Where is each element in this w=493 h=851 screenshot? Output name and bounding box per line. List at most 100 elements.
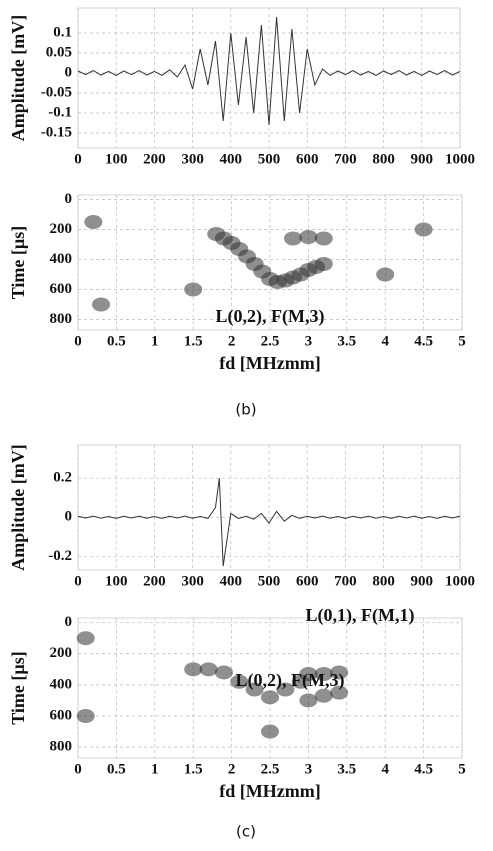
x-tick-label: 500	[258, 573, 281, 589]
x-tick-label: 2	[228, 761, 236, 777]
y-axis-label: Time [µs]	[8, 651, 28, 725]
x-tick-label: 800	[372, 573, 395, 589]
x-tick-label: 4.5	[414, 333, 433, 349]
x-tick-label: 1	[151, 333, 159, 349]
y-axis-label: Amplitude [mV]	[8, 444, 28, 571]
x-tick-label: 3.5	[337, 761, 356, 777]
energy-blob	[414, 222, 433, 237]
x-tick-label: 4.5	[414, 761, 433, 777]
x-tick-label: 300	[181, 573, 204, 589]
x-tick-label: 4	[381, 761, 389, 777]
y-tick-label: 600	[50, 281, 73, 297]
energy-blob	[184, 282, 203, 297]
energy-blob	[214, 665, 233, 680]
energy-blob	[299, 693, 318, 708]
x-tick-label: 3.5	[337, 333, 356, 349]
y-tick-label: -0.05	[41, 84, 72, 100]
signal-line	[77, 478, 461, 567]
annotation: L(0,2), F(M,3)	[236, 670, 345, 691]
x-tick-label: 3	[305, 333, 313, 349]
x-tick-label: 4	[381, 333, 389, 349]
y-axis-label: Amplitude [mV]	[8, 15, 28, 142]
x-tick-label: 2	[228, 333, 236, 349]
x-tick-label: 600	[296, 151, 319, 167]
energy-blob	[330, 665, 349, 680]
x-tick-label: 0.5	[107, 333, 126, 349]
y-tick-label: 0	[65, 614, 73, 630]
energy-blob	[76, 631, 95, 646]
y-tick-label: 400	[50, 251, 73, 267]
x-tick-label: 100	[105, 151, 128, 167]
y-tick-label: 0.05	[46, 44, 72, 60]
energy-blob	[261, 724, 279, 739]
signal-line	[77, 16, 461, 126]
energy-blob	[376, 267, 395, 282]
y-tick-label: 0	[65, 64, 73, 80]
x-tick-label: 700	[334, 151, 357, 167]
energy-blob	[261, 690, 279, 705]
x-tick-label: 0	[74, 151, 82, 167]
y-tick-label: 800	[50, 311, 73, 327]
x-tick-label: 200	[143, 573, 166, 589]
energy-blob	[76, 709, 95, 723]
x-tick-label: 900	[411, 151, 434, 167]
x-axis-label: fd [MHzmm]	[219, 781, 320, 801]
energy-blob	[314, 688, 333, 703]
y-tick-label: 0.1	[53, 24, 72, 40]
energy-blob	[92, 297, 111, 312]
x-tick-label: 1.5	[184, 333, 203, 349]
energy-blob	[314, 257, 333, 271]
x-tick-label: 5	[458, 333, 466, 349]
y-tick-label: -0.15	[41, 124, 72, 140]
energy-blob	[314, 231, 333, 246]
energy-blob	[245, 682, 264, 697]
x-tick-label: 1.5	[184, 761, 203, 777]
y-tick-label: -0.2	[48, 548, 72, 564]
annotation: L(0,1), F(M,1)	[306, 605, 415, 626]
x-tick-label: 400	[220, 151, 243, 167]
x-tick-label: 300	[181, 151, 204, 167]
energy-blob	[184, 662, 203, 677]
energy-blob	[84, 215, 103, 229]
x-tick-label: 600	[296, 573, 319, 589]
x-axis-label: fd [MHzmm]	[219, 353, 320, 373]
y-tick-label: 400	[50, 676, 73, 692]
y-tick-label: 0	[65, 191, 73, 207]
x-tick-label: 900	[411, 573, 434, 589]
energy-blob	[284, 231, 303, 246]
x-tick-label: 0	[74, 573, 82, 589]
energy-blob	[299, 667, 318, 681]
x-tick-label: 1	[151, 761, 159, 777]
x-tick-label: 0.5	[107, 761, 126, 777]
y-tick-label: 0	[65, 509, 73, 525]
x-tick-label: 500	[258, 151, 281, 167]
x-tick-label: 1000	[445, 151, 475, 167]
x-tick-label: 400	[220, 573, 243, 589]
caption: (b)	[235, 401, 256, 419]
energy-blob	[276, 682, 295, 697]
x-tick-label: 0	[74, 333, 82, 349]
y-tick-label: 800	[50, 739, 73, 755]
x-tick-label: 2.5	[261, 333, 280, 349]
x-tick-label: 3	[305, 761, 313, 777]
x-tick-label: 0	[74, 761, 82, 777]
x-tick-label: 200	[143, 151, 166, 167]
y-tick-label: 600	[50, 707, 73, 723]
x-tick-label: 700	[334, 573, 357, 589]
y-tick-label: 200	[50, 221, 73, 237]
energy-blob	[230, 674, 249, 689]
energy-blob	[299, 230, 318, 244]
x-tick-label: 5	[458, 761, 466, 777]
energy-blob	[330, 685, 349, 700]
x-tick-label: 800	[372, 151, 395, 167]
energy-blob	[199, 662, 218, 677]
x-tick-label: 1000	[445, 573, 475, 589]
annotation: L(0,2), F(M,3)	[216, 306, 325, 327]
caption: (c)	[236, 823, 256, 841]
y-tick-label: -0.1	[48, 104, 72, 120]
x-tick-label: 2.5	[261, 761, 280, 777]
y-axis-label: Time [µs]	[8, 226, 28, 300]
energy-blob	[314, 667, 333, 681]
y-tick-label: 200	[50, 645, 73, 661]
